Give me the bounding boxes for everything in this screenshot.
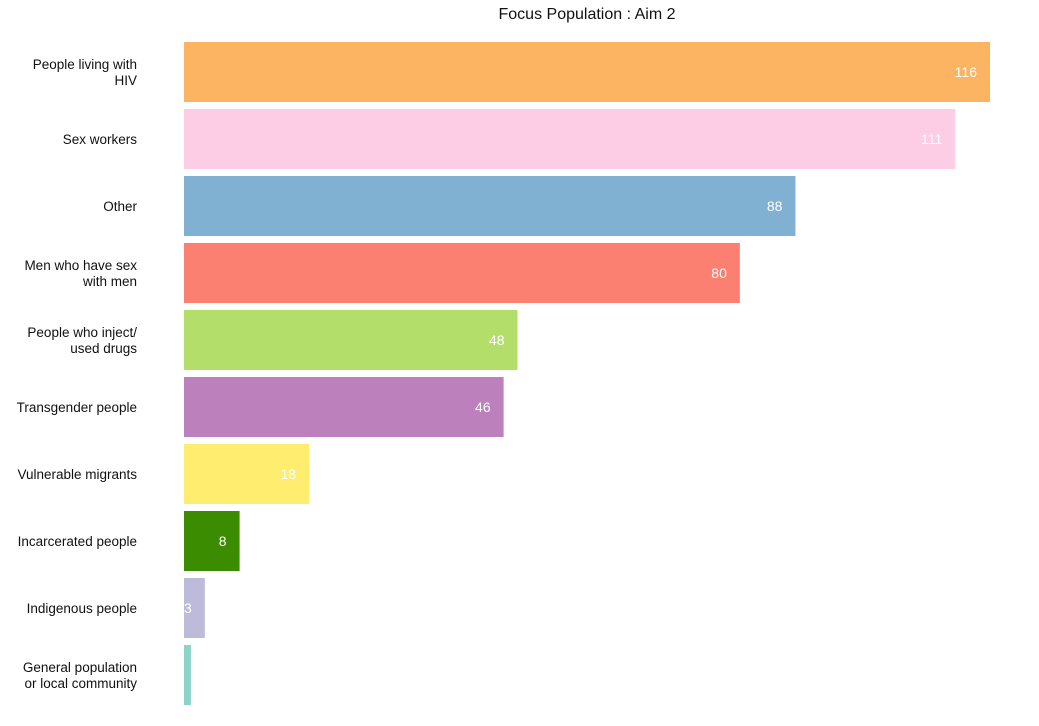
value-label: 48 [489, 332, 505, 348]
bar-6 [184, 377, 504, 437]
bar-5 [184, 310, 518, 370]
bar-4 [184, 243, 740, 303]
value-label: 88 [767, 198, 783, 214]
category-label: People who inject/used drugs [27, 325, 137, 356]
category-label: Men who have sex with men [24, 258, 137, 289]
value-label: 46 [475, 399, 491, 415]
bar-10 [184, 645, 191, 705]
bar-8 [184, 511, 240, 571]
bar-7 [184, 444, 310, 504]
value-label: 80 [711, 265, 727, 281]
category-label: Other [103, 199, 137, 214]
value-label: 8 [219, 533, 227, 549]
category-label: People living with HIV [33, 57, 137, 88]
value-label: 116 [955, 64, 978, 80]
category-label: Vulnerable migrants [17, 467, 137, 482]
bar-2 [184, 109, 956, 169]
value-label: 18 [280, 466, 296, 482]
category-label: Sex workers [63, 132, 138, 147]
category-label: Transgender people [17, 400, 137, 415]
value-label: 111 [921, 131, 942, 147]
category-label: General population or local community [23, 660, 137, 691]
value-label: 3 [184, 600, 192, 616]
bar-1 [184, 42, 990, 102]
category-label: Incarcerated people [18, 534, 137, 549]
bar-3 [184, 176, 796, 236]
category-label: Indigenous people [27, 601, 137, 616]
chart-title: Focus Population : Aim 2 [498, 6, 676, 23]
bar-9 [184, 578, 205, 638]
